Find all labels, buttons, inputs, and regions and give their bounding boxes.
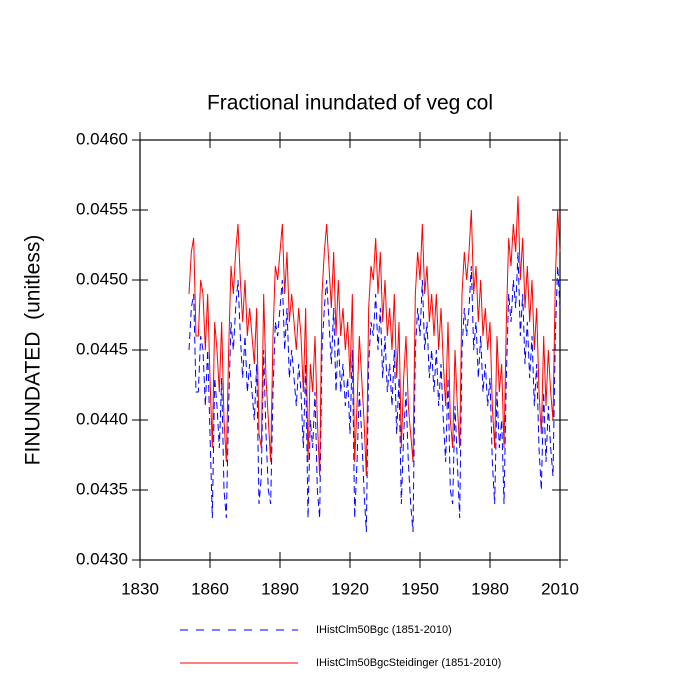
y-tick-label: 0.0440 xyxy=(76,409,128,428)
series-line xyxy=(188,251,561,533)
series-line xyxy=(188,195,561,477)
x-tick-label: 1830 xyxy=(121,579,159,598)
x-tick-label: 1890 xyxy=(261,579,299,598)
legend-label: IHistClm50BgcSteidinger (1851-2010) xyxy=(316,657,501,669)
y-tick-label: 0.0460 xyxy=(76,129,128,148)
y-axis-label: FINUNDATED (unitless) xyxy=(22,235,45,466)
chart-title: Fractional inundated of veg col xyxy=(207,92,493,115)
x-tick-label: 1860 xyxy=(191,579,229,598)
x-tick-label: 1920 xyxy=(331,579,369,598)
y-tick-label: 0.0435 xyxy=(76,479,128,498)
x-tick-label: 2010 xyxy=(541,579,579,598)
y-tick-label: 0.0445 xyxy=(76,339,128,358)
x-tick-label: 1950 xyxy=(401,579,439,598)
y-tick-label: 0.0430 xyxy=(76,549,128,568)
legend-label: IHistClm50Bgc (1851-2010) xyxy=(316,624,452,636)
y-tick-label: 0.0450 xyxy=(76,269,128,288)
x-tick-label: 1980 xyxy=(471,579,509,598)
y-tick-label: 0.0455 xyxy=(76,199,128,218)
